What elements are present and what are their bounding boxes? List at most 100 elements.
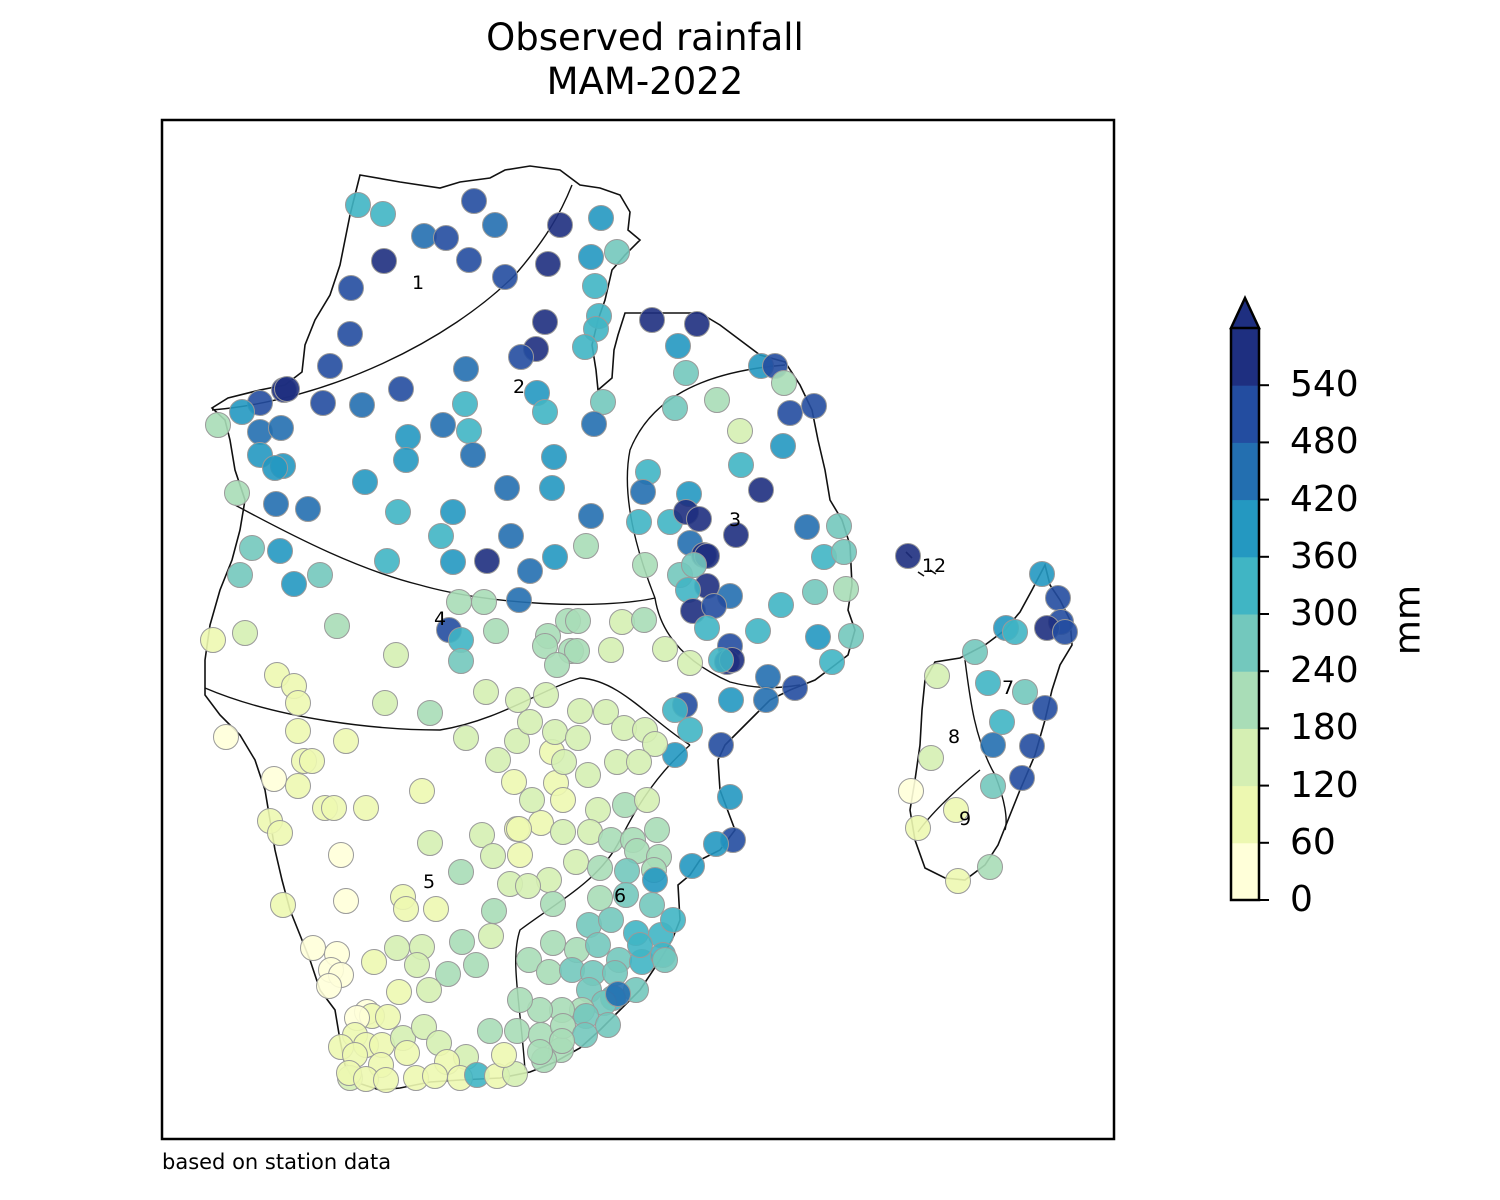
station-marker bbox=[532, 309, 558, 335]
station-marker bbox=[337, 321, 363, 347]
station-marker bbox=[539, 475, 565, 501]
station-marker bbox=[295, 496, 321, 522]
station-marker bbox=[701, 593, 727, 619]
station-marker bbox=[349, 392, 375, 418]
station-marker bbox=[833, 576, 859, 602]
station-marker bbox=[598, 827, 624, 853]
station-marker bbox=[550, 819, 576, 845]
station-marker bbox=[1052, 619, 1078, 645]
colorbar-segment bbox=[1231, 442, 1259, 501]
station-marker bbox=[595, 1012, 621, 1038]
station-marker bbox=[533, 682, 559, 708]
station-marker bbox=[477, 1018, 503, 1044]
station-marker bbox=[422, 1063, 448, 1089]
station-marker bbox=[753, 687, 779, 713]
station-marker bbox=[980, 773, 1006, 799]
station-marker bbox=[677, 717, 703, 743]
station-marker bbox=[404, 952, 430, 978]
station-marker bbox=[461, 188, 487, 214]
station-marker bbox=[535, 251, 561, 277]
region-label-1: 1 bbox=[412, 272, 424, 294]
station-marker bbox=[270, 892, 296, 918]
station-marker bbox=[662, 697, 688, 723]
station-marker bbox=[285, 718, 311, 744]
station-marker bbox=[449, 929, 475, 955]
station-marker bbox=[708, 732, 734, 758]
colorbar-tick-label: 60 bbox=[1290, 821, 1336, 863]
station-marker bbox=[575, 762, 601, 788]
station-marker bbox=[1002, 619, 1028, 645]
station-marker bbox=[229, 399, 255, 425]
station-marker bbox=[590, 389, 616, 415]
station-marker bbox=[324, 613, 350, 639]
station-marker bbox=[962, 639, 988, 665]
title-line-1: Observed rainfall bbox=[486, 16, 804, 59]
station-marker bbox=[285, 773, 311, 799]
station-marker bbox=[417, 700, 443, 726]
station-marker bbox=[504, 1018, 530, 1044]
station-marker bbox=[694, 615, 720, 641]
station-marker bbox=[565, 608, 591, 634]
station-marker bbox=[755, 664, 781, 690]
colorbar-segment bbox=[1231, 556, 1259, 615]
station-marker bbox=[519, 787, 545, 813]
station-marker bbox=[605, 981, 631, 1007]
station-marker bbox=[898, 778, 924, 804]
station-marker bbox=[456, 418, 482, 444]
station-marker bbox=[564, 638, 590, 664]
station-marker bbox=[831, 539, 857, 565]
title-line-2: MAM-2022 bbox=[546, 60, 744, 103]
station-marker bbox=[494, 475, 520, 501]
region-label-12: 12 bbox=[922, 555, 946, 577]
station-marker bbox=[333, 728, 359, 754]
station-marker bbox=[316, 973, 342, 999]
station-marker bbox=[232, 620, 258, 646]
station-marker bbox=[285, 690, 311, 716]
station-marker bbox=[989, 709, 1015, 735]
station-marker bbox=[310, 390, 336, 416]
station-marker bbox=[673, 360, 699, 386]
station-marker bbox=[411, 1014, 437, 1040]
station-marker bbox=[660, 907, 686, 933]
station-marker bbox=[805, 624, 831, 650]
station-marker bbox=[453, 725, 479, 751]
station-marker bbox=[373, 1067, 399, 1093]
station-marker bbox=[383, 642, 409, 668]
station-marker bbox=[532, 399, 558, 425]
colorbar-tick-label: 420 bbox=[1290, 478, 1359, 520]
station-marker bbox=[507, 842, 533, 868]
station-marker bbox=[745, 618, 771, 644]
station-marker bbox=[768, 592, 794, 618]
station-marker bbox=[267, 820, 293, 846]
map-layer bbox=[200, 165, 1078, 1093]
station-marker bbox=[578, 244, 604, 270]
station-marker bbox=[483, 618, 509, 644]
station-marker bbox=[491, 1042, 517, 1068]
station-marker bbox=[317, 353, 343, 379]
station-marker bbox=[686, 506, 712, 532]
station-marker bbox=[704, 387, 730, 413]
station-marker bbox=[433, 225, 459, 251]
colorbar-unit-label: mm bbox=[1387, 584, 1429, 656]
station-marker bbox=[819, 649, 845, 675]
station-marker bbox=[977, 854, 1003, 880]
station-marker bbox=[634, 787, 660, 813]
station-marker bbox=[895, 543, 921, 569]
station-marker bbox=[353, 795, 379, 821]
station-marker bbox=[587, 855, 613, 881]
station-marker bbox=[372, 690, 398, 716]
station-marker bbox=[452, 391, 478, 417]
station-marker bbox=[471, 589, 497, 615]
station-marker bbox=[723, 522, 749, 548]
station-marker bbox=[460, 442, 486, 468]
station-marker bbox=[352, 469, 378, 495]
station-marker bbox=[794, 514, 820, 540]
map-frame bbox=[160, 118, 1116, 1141]
station-marker bbox=[718, 687, 744, 713]
colorbar-segment bbox=[1231, 728, 1259, 787]
station-marker bbox=[1012, 679, 1038, 705]
station-marker bbox=[924, 663, 950, 689]
station-marker bbox=[544, 652, 570, 678]
station-marker bbox=[801, 393, 827, 419]
